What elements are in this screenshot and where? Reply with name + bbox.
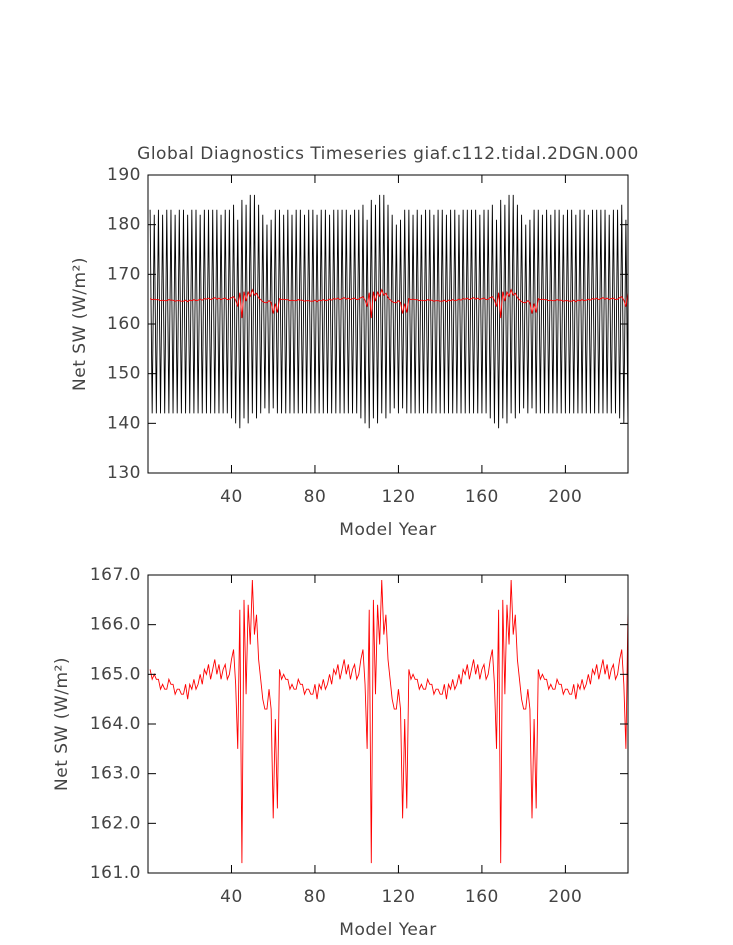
x-tick-label: 80 bbox=[304, 487, 327, 507]
y-tick-label: 130 bbox=[107, 463, 141, 483]
x-tick-label: 160 bbox=[465, 487, 499, 507]
x-tick-label: 200 bbox=[548, 887, 582, 907]
y-tick-label: 165.0 bbox=[90, 664, 141, 684]
series-line bbox=[149, 288, 628, 319]
x-tick-label: 160 bbox=[465, 887, 499, 907]
y-tick-label: 140 bbox=[107, 413, 141, 433]
y-tick-label: 160 bbox=[107, 314, 141, 334]
y-tick-label: 150 bbox=[107, 364, 141, 384]
y-tick-label: 166.0 bbox=[90, 615, 141, 635]
y-tick-label: 167.0 bbox=[90, 565, 141, 585]
x-tick-label: 80 bbox=[304, 887, 327, 907]
series-line bbox=[149, 579, 628, 864]
series-line bbox=[149, 194, 628, 429]
y-tick-label: 190 bbox=[107, 165, 141, 185]
x-tick-label: 200 bbox=[548, 487, 582, 507]
x-axis-label: Model Year bbox=[339, 920, 436, 940]
x-tick-label: 40 bbox=[220, 887, 243, 907]
y-axis-label: Net SW (W/m²) bbox=[70, 257, 90, 391]
x-axis-label: Model Year bbox=[339, 520, 436, 540]
y-tick-label: 170 bbox=[107, 264, 141, 284]
x-tick-label: 120 bbox=[381, 487, 415, 507]
y-tick-label: 162.0 bbox=[90, 813, 141, 833]
chart-title: Global Diagnostics Timeseries giaf.c112.… bbox=[137, 144, 639, 164]
x-tick-label: 40 bbox=[220, 487, 243, 507]
x-tick-label: 120 bbox=[381, 887, 415, 907]
y-tick-label: 180 bbox=[107, 215, 141, 235]
y-axis-label: Net SW (W/m²) bbox=[52, 657, 72, 791]
plot-frame bbox=[147, 574, 629, 874]
y-tick-label: 161.0 bbox=[90, 863, 141, 883]
y-tick-label: 163.0 bbox=[90, 764, 141, 784]
y-tick-label: 164.0 bbox=[90, 714, 141, 734]
